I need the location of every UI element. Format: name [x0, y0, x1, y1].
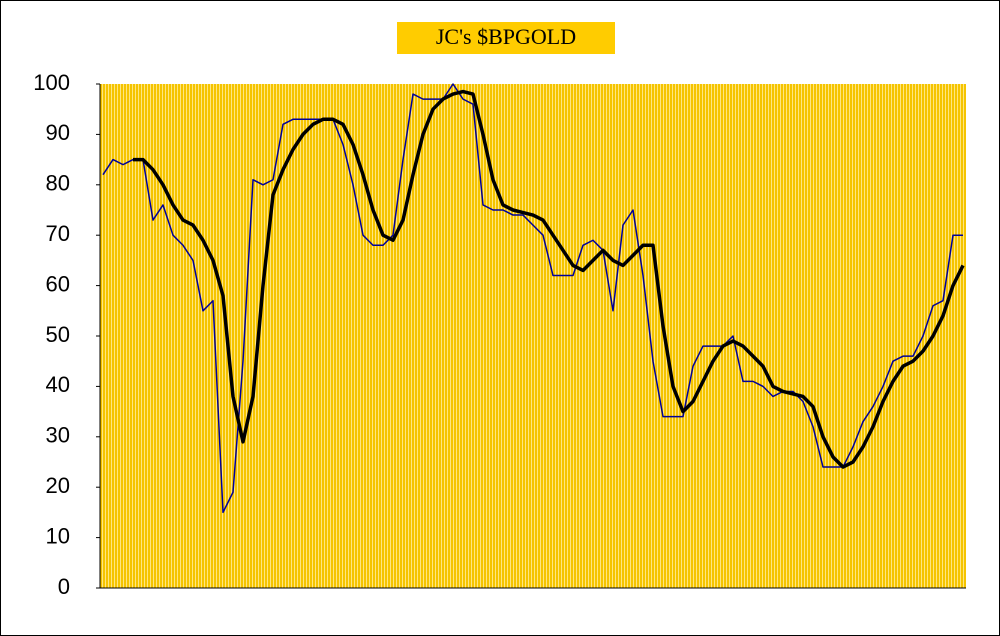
y-tick-label: 80: [46, 171, 70, 196]
series-line: [102, 83, 963, 514]
series-line: [133, 89, 965, 469]
y-tick-label: 10: [46, 523, 70, 548]
plot-area: [100, 84, 966, 588]
y-tick-label: 0: [58, 574, 70, 599]
y-tick-label: 100: [33, 70, 70, 95]
chart-title: JC's $BPGOLD: [436, 24, 576, 49]
y-tick-label: 30: [46, 423, 70, 448]
y-tick-label: 50: [46, 322, 70, 347]
y-tick-label: 70: [46, 221, 70, 246]
y-tick-label: 60: [46, 271, 70, 296]
y-tick-label: 90: [46, 120, 70, 145]
y-tick-label: 40: [46, 372, 70, 397]
title-box: [397, 22, 615, 54]
y-tick-label: 20: [46, 473, 70, 498]
